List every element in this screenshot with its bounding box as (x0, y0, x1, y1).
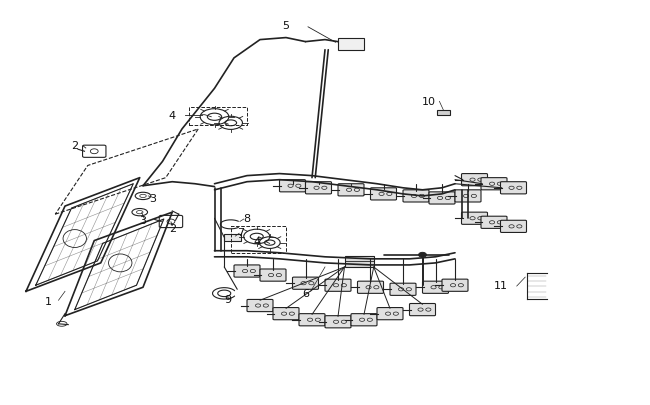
FancyBboxPatch shape (370, 188, 396, 200)
FancyBboxPatch shape (247, 300, 273, 312)
FancyBboxPatch shape (325, 279, 351, 292)
FancyBboxPatch shape (325, 316, 351, 328)
Text: 3: 3 (140, 216, 146, 226)
Text: 2: 2 (169, 224, 176, 234)
Text: 11: 11 (493, 281, 508, 290)
Bar (437, 111, 450, 115)
Bar (344, 256, 374, 267)
FancyBboxPatch shape (481, 178, 507, 190)
FancyBboxPatch shape (299, 314, 325, 326)
Text: 10: 10 (422, 96, 436, 106)
FancyBboxPatch shape (500, 221, 526, 233)
FancyBboxPatch shape (338, 184, 364, 196)
Ellipse shape (419, 253, 426, 258)
Text: 6: 6 (302, 289, 309, 298)
FancyBboxPatch shape (422, 281, 448, 294)
Text: 3: 3 (150, 194, 156, 203)
FancyBboxPatch shape (306, 182, 332, 194)
FancyBboxPatch shape (410, 304, 436, 316)
Text: 7: 7 (237, 228, 244, 238)
Text: 4: 4 (254, 236, 260, 246)
FancyBboxPatch shape (481, 217, 507, 229)
FancyBboxPatch shape (377, 308, 403, 320)
FancyBboxPatch shape (260, 269, 286, 281)
FancyBboxPatch shape (403, 190, 429, 202)
FancyBboxPatch shape (273, 308, 299, 320)
FancyBboxPatch shape (159, 216, 183, 228)
Text: 9: 9 (224, 295, 231, 305)
Text: 4: 4 (169, 111, 176, 120)
FancyBboxPatch shape (390, 284, 416, 296)
FancyBboxPatch shape (500, 182, 526, 194)
FancyBboxPatch shape (462, 174, 488, 186)
Text: 8: 8 (244, 214, 250, 224)
FancyBboxPatch shape (358, 281, 384, 294)
Text: 5: 5 (283, 21, 289, 31)
FancyBboxPatch shape (234, 265, 260, 277)
Text: 1: 1 (46, 297, 52, 307)
FancyBboxPatch shape (280, 180, 306, 192)
Bar (224, 234, 240, 241)
FancyBboxPatch shape (455, 190, 481, 202)
Text: 2: 2 (72, 141, 78, 151)
FancyBboxPatch shape (83, 146, 106, 158)
FancyBboxPatch shape (462, 213, 488, 225)
FancyBboxPatch shape (351, 314, 377, 326)
Bar (338, 38, 364, 51)
FancyBboxPatch shape (429, 192, 455, 205)
FancyBboxPatch shape (292, 277, 318, 290)
FancyBboxPatch shape (442, 279, 468, 292)
